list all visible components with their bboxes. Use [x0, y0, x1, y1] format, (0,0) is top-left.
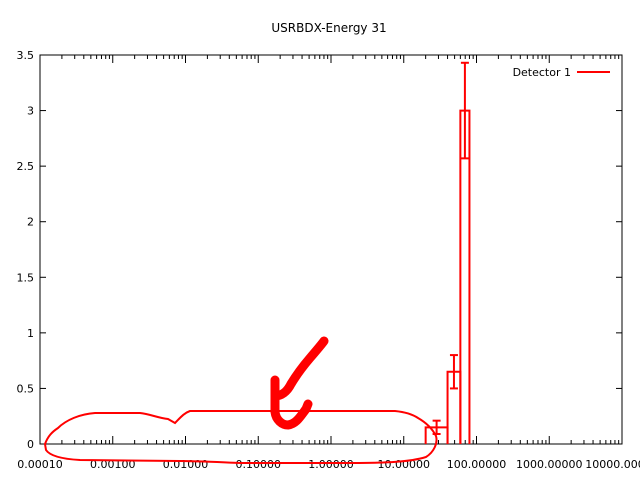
- x-tick-label: 100.00000: [447, 458, 507, 471]
- chart-title: USRBDX-Energy 31: [271, 21, 386, 35]
- y-tick-label: 3.5: [17, 49, 35, 62]
- y-tick-label: 0.5: [17, 382, 35, 395]
- y-tick-label: 2: [27, 216, 34, 229]
- x-tick-label: 10000.00000: [585, 458, 640, 471]
- y-tick-label: 1: [27, 327, 34, 340]
- y-axis: 0 0.5 1 1.5 2 2.5 3 3.5: [17, 49, 622, 451]
- x-tick-label: 0.00010: [17, 458, 63, 471]
- scribble-hook: [270, 336, 329, 430]
- y-tick-label: 3: [27, 105, 34, 118]
- x-tick-label: 1.00000: [308, 458, 354, 471]
- x-axis: 0.00010 0.00100 0.01000 0.10000 1.00000 10.00…: [17, 55, 640, 471]
- annotation-scribbles: [43, 336, 438, 464]
- y-tick-label: 0: [27, 438, 34, 451]
- x-tick-label: 1000.00000: [516, 458, 582, 471]
- y-tick-label: 2.5: [17, 160, 35, 173]
- plot-frame: [39, 54, 623, 445]
- x-tick-label: 0.10000: [236, 458, 282, 471]
- histogram-bin: [459, 109, 471, 444]
- legend-label: Detector 1: [513, 66, 571, 79]
- y-tick-label: 1.5: [17, 271, 35, 284]
- scribble-loop: [43, 410, 438, 464]
- histogram-series: [424, 109, 471, 444]
- legend: Detector 1: [513, 66, 610, 79]
- error-bars: [432, 61, 469, 435]
